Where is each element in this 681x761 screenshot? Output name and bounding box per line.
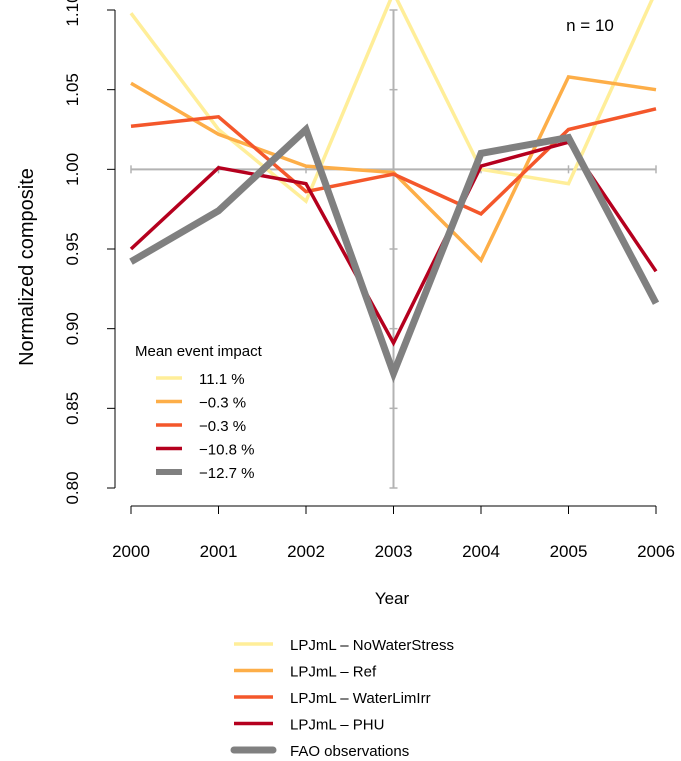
reference-lines: [130, 9, 657, 489]
y-axis-title: Normalized composite: [16, 168, 38, 366]
series-legend-label: FAO observations: [290, 743, 409, 756]
impact-legend-value: −10.8 %: [199, 442, 254, 459]
y-tick-label: 0.95: [63, 232, 82, 265]
impact-legend-title: Mean event impact: [135, 343, 263, 360]
series-legend-label: LPJmL – WaterLimIrr: [290, 690, 431, 707]
series-legend-label: LPJmL – PHU: [290, 717, 384, 734]
series-line: [129, 123, 660, 384]
series-lines: [129, 0, 660, 384]
impact-legend-value: −0.3 %: [199, 418, 246, 435]
x-tick-label: 2003: [375, 542, 413, 561]
x-tick-label: 2000: [112, 542, 150, 561]
series-legend-label: LPJmL – Ref: [290, 664, 377, 681]
impact-legend-value: 11.1 %: [199, 371, 245, 388]
x-tick-label: 2001: [200, 542, 238, 561]
impact-legend-value: −0.3 %: [199, 395, 246, 412]
axes: 0.80 0.85 0.90 0.95 1.00 1.05 1.10 2000 2001 2002…: [63, 0, 675, 561]
series-legend: LPJmL – NoWaterStress LPJmL – Ref LPJmL – …: [230, 637, 454, 760]
y-tick-label: 1.10: [63, 0, 82, 27]
series-line: [130, 107, 657, 216]
x-tick-label: 2004: [462, 542, 500, 561]
series-legend-label: LPJmL – NoWaterStress: [290, 637, 454, 654]
y-tick-label: 1.00: [63, 153, 82, 186]
y-tick-label: 0.85: [63, 392, 82, 425]
x-tick-label: 2002: [287, 542, 325, 561]
series-line: [129, 0, 654, 205]
impact-legend: Mean event impact 11.1 % −0.3 % −0.3 % −10.…: [135, 343, 263, 482]
x-axis-title: Year: [375, 589, 410, 608]
y-tick-label: 0.80: [63, 471, 82, 504]
y-tick-label: 1.05: [63, 73, 82, 106]
x-tick-label: 2005: [550, 542, 588, 561]
y-tick-label: 0.90: [63, 312, 82, 345]
impact-legend-value: −12.7 %: [199, 465, 254, 482]
sample-size-annotation: n = 10: [566, 16, 614, 35]
x-tick-label: 2006: [637, 542, 675, 561]
